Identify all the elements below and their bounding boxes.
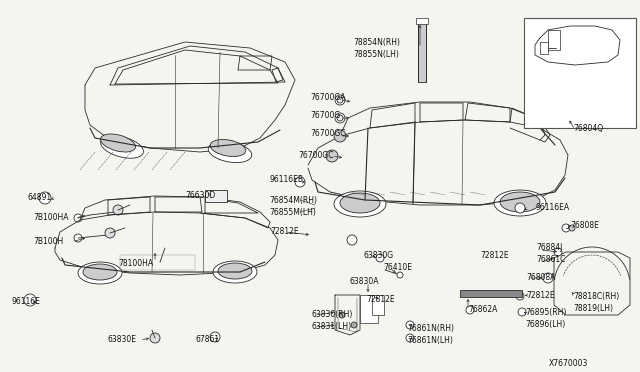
- Circle shape: [569, 225, 575, 231]
- Text: 76861N(RH): 76861N(RH): [407, 324, 454, 333]
- Circle shape: [105, 228, 115, 238]
- Text: 76896(LH): 76896(LH): [525, 320, 565, 328]
- Text: 76804Q: 76804Q: [573, 124, 603, 132]
- Bar: [372, 295, 384, 315]
- Circle shape: [347, 235, 357, 245]
- Text: 96116EB: 96116EB: [270, 176, 304, 185]
- Circle shape: [466, 306, 474, 314]
- Ellipse shape: [100, 136, 143, 158]
- Ellipse shape: [500, 192, 540, 212]
- Bar: [548, 30, 560, 50]
- Text: 76700G: 76700G: [310, 112, 340, 121]
- Circle shape: [543, 273, 553, 283]
- Ellipse shape: [83, 264, 117, 280]
- Circle shape: [150, 333, 160, 343]
- Circle shape: [335, 113, 345, 123]
- Text: 67861: 67861: [196, 336, 220, 344]
- Ellipse shape: [100, 134, 136, 152]
- Ellipse shape: [213, 261, 257, 283]
- Bar: [540, 42, 548, 54]
- Text: 76700GA: 76700GA: [310, 93, 346, 103]
- Text: 76854M(RH): 76854M(RH): [269, 196, 317, 205]
- Text: 7B100H: 7B100H: [33, 237, 63, 247]
- Text: 76700GC: 76700GC: [298, 151, 333, 160]
- Text: 76700GC: 76700GC: [310, 129, 346, 138]
- Circle shape: [376, 254, 384, 262]
- Circle shape: [24, 294, 36, 306]
- Ellipse shape: [340, 193, 380, 213]
- Text: 78855N(LH): 78855N(LH): [353, 49, 399, 58]
- Text: 63830E: 63830E: [108, 336, 137, 344]
- Text: 63830A: 63830A: [350, 278, 380, 286]
- Bar: [120, 255, 195, 270]
- Circle shape: [554, 248, 562, 256]
- Text: 78819(LH): 78819(LH): [573, 304, 613, 312]
- Text: 72812E: 72812E: [270, 228, 299, 237]
- Circle shape: [334, 130, 346, 142]
- Circle shape: [406, 334, 414, 342]
- Bar: [205, 190, 227, 202]
- Circle shape: [295, 177, 305, 187]
- Text: 76630D: 76630D: [185, 190, 215, 199]
- Circle shape: [74, 234, 82, 242]
- Text: 63831(LH): 63831(LH): [312, 323, 352, 331]
- Circle shape: [406, 321, 414, 329]
- Text: 72812E: 72812E: [366, 295, 395, 305]
- Circle shape: [515, 203, 525, 213]
- Text: 78100HA: 78100HA: [118, 260, 153, 269]
- Ellipse shape: [210, 140, 246, 157]
- Text: 7B100HA: 7B100HA: [33, 214, 68, 222]
- Circle shape: [337, 115, 343, 121]
- Text: 76410E: 76410E: [383, 263, 412, 273]
- Circle shape: [210, 332, 220, 342]
- Circle shape: [337, 97, 343, 103]
- Text: 64891: 64891: [28, 193, 52, 202]
- Circle shape: [74, 214, 82, 222]
- Circle shape: [562, 224, 570, 232]
- Text: 96116EA: 96116EA: [536, 202, 570, 212]
- Text: 63830(RH): 63830(RH): [312, 311, 353, 320]
- Text: 76855M(LH): 76855M(LH): [269, 208, 316, 217]
- Circle shape: [516, 292, 524, 300]
- Circle shape: [39, 192, 51, 204]
- Ellipse shape: [494, 190, 546, 216]
- Bar: [360, 295, 378, 323]
- Bar: [418, 20, 426, 82]
- Bar: [460, 290, 522, 297]
- Bar: [416, 18, 428, 24]
- Ellipse shape: [78, 262, 122, 284]
- Circle shape: [326, 150, 338, 162]
- Text: 76861N(LH): 76861N(LH): [407, 336, 453, 344]
- Text: 76895(RH): 76895(RH): [525, 308, 566, 317]
- Circle shape: [351, 322, 357, 328]
- Text: 63830G: 63830G: [364, 250, 394, 260]
- Text: 96116E: 96116E: [12, 298, 41, 307]
- Text: 76808E: 76808E: [570, 221, 599, 230]
- Text: 76861C: 76861C: [536, 256, 565, 264]
- Circle shape: [397, 272, 403, 278]
- Text: 76862A: 76862A: [468, 305, 497, 314]
- Circle shape: [335, 95, 345, 105]
- Text: 78818C(RH): 78818C(RH): [573, 292, 620, 301]
- Text: X7670003: X7670003: [549, 359, 588, 368]
- Text: 76808A: 76808A: [526, 273, 556, 282]
- Ellipse shape: [334, 191, 386, 217]
- Text: 76884J: 76884J: [536, 244, 563, 253]
- Circle shape: [339, 312, 345, 318]
- Text: 78854N(RH): 78854N(RH): [353, 38, 400, 46]
- Ellipse shape: [208, 141, 252, 163]
- Ellipse shape: [218, 263, 252, 279]
- Text: 72812E: 72812E: [480, 250, 509, 260]
- Text: 72812E: 72812E: [526, 291, 555, 299]
- Circle shape: [113, 205, 123, 215]
- Bar: [524, 18, 636, 128]
- Circle shape: [518, 308, 526, 316]
